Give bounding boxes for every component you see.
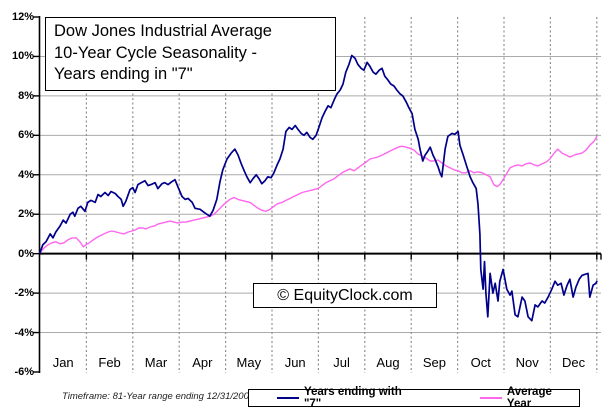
x-axis-label-jul: Jul xyxy=(333,355,350,370)
series-years-ending-7-line xyxy=(39,54,598,322)
y-axis-label-2%: 2% xyxy=(18,208,34,221)
watermark-text: © EquityClock.com xyxy=(277,286,413,304)
x-axis-label-may: May xyxy=(236,355,262,370)
chart-title-line1: Dow Jones Industrial Average xyxy=(54,22,272,40)
y-axis-label-10%: 10% xyxy=(11,50,34,63)
series-average-year-line xyxy=(39,135,598,254)
y-axis-label--4%: -4% xyxy=(14,326,34,339)
y-axis-label-12%: 12% xyxy=(11,11,34,23)
x-axis-label-aug: Aug xyxy=(376,355,400,370)
legend-item-average-year: Average Year xyxy=(479,386,579,410)
x-axis-label-mar: Mar xyxy=(144,355,168,370)
legend-label-average-year: Average Year xyxy=(506,386,552,410)
x-axis-label-feb: Feb xyxy=(98,355,121,370)
y-axis-label--6%: -6% xyxy=(14,366,34,378)
x-axis-label-apr: Apr xyxy=(192,355,213,370)
x-axis-label-oct: Oct xyxy=(470,355,491,370)
chart-title-box: Dow Jones Industrial Average 10-Year Cyc… xyxy=(45,17,336,91)
x-axis-label-jun: Jun xyxy=(284,355,306,370)
series1-line-swatch xyxy=(277,397,299,399)
y-axis-label--2%: -2% xyxy=(14,287,34,300)
x-axis-label-nov: Nov xyxy=(515,355,539,370)
timeframe-note: Timeframe: 81-Year range ending 12/31/20… xyxy=(62,391,255,402)
y-axis-label-8%: 8% xyxy=(18,89,34,102)
chart-title-line2: 10-Year Cycle Seasonality - xyxy=(54,43,257,62)
x-axis-label-jan: Jan xyxy=(52,355,74,370)
x-axis-label-dec: Dec xyxy=(562,355,586,370)
y-axis-label-4%: 4% xyxy=(18,168,34,181)
x-axis-label-sep: Sep xyxy=(422,355,446,370)
y-axis-label-0%: 0% xyxy=(18,247,34,260)
series2-line-swatch xyxy=(479,397,502,399)
legend-item-years-7: Years ending with "7" xyxy=(277,386,422,410)
legend-label-years-7: Years ending with "7" xyxy=(303,386,402,410)
watermark-box: © EquityClock.com xyxy=(253,283,437,308)
chart-title-line3: Years ending in "7" xyxy=(54,65,193,83)
legend: Years ending with "7" Average Year xyxy=(248,386,580,410)
y-axis-label-6%: 6% xyxy=(18,129,34,142)
